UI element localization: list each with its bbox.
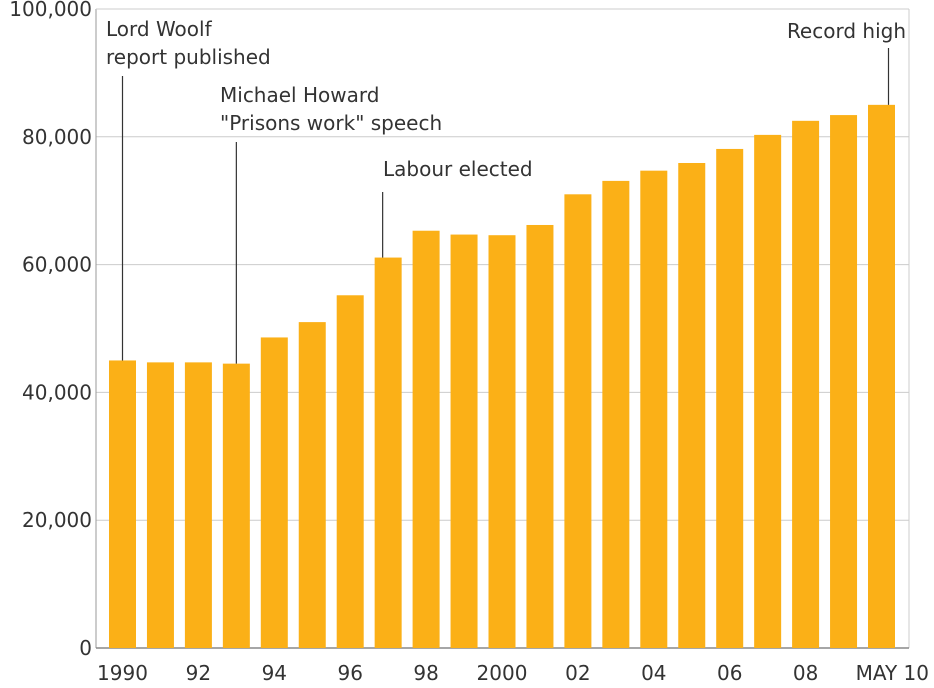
annotation-label: Record high xyxy=(787,19,906,43)
y-axis-tick-labels: 0 20,000 40,000 60,000 80,000 100,000 xyxy=(9,0,92,660)
annotations: Lord Woolf report published Michael Howard… xyxy=(106,17,906,364)
x-tick-label: 96 xyxy=(337,661,362,685)
x-tick-label: 2000 xyxy=(477,661,528,685)
x-tick-label: 08 xyxy=(793,661,818,685)
bar-2004 xyxy=(640,170,668,649)
bar-2001 xyxy=(526,224,554,648)
x-tick-label: 92 xyxy=(186,661,211,685)
annotation-label: report published xyxy=(106,45,271,69)
bar-1991 xyxy=(146,362,174,648)
annotation-label: "Prisons work" speech xyxy=(220,111,442,135)
bar-may-2010 xyxy=(868,104,895,649)
x-tick-label: 98 xyxy=(413,661,438,685)
bar-1998 xyxy=(412,230,440,648)
bar-2003 xyxy=(602,180,630,649)
x-axis-tick-labels: 1990 92 94 96 98 2000 02 04 06 08 MAY 10 xyxy=(97,661,929,685)
bar-1992 xyxy=(184,362,212,648)
bar-2002 xyxy=(564,194,592,648)
bar-1999 xyxy=(450,234,478,648)
bar-2000 xyxy=(488,235,516,648)
x-tick-label: 1990 xyxy=(97,661,148,685)
bar-2005 xyxy=(678,162,706,648)
y-tick-label: 0 xyxy=(79,636,92,660)
y-tick-label: 80,000 xyxy=(22,125,92,149)
x-tick-label: 04 xyxy=(641,661,666,685)
x-tick-label: MAY 10 xyxy=(856,661,929,685)
y-tick-label: 60,000 xyxy=(22,253,92,277)
bar-1996 xyxy=(336,295,364,648)
bar-2006 xyxy=(716,148,744,649)
bar-2007 xyxy=(754,134,782,648)
bar-2009 xyxy=(830,115,858,649)
bar-1994 xyxy=(260,337,288,648)
bar-1997 xyxy=(374,257,402,648)
bar-2008 xyxy=(792,120,820,648)
x-tick-label: 02 xyxy=(565,661,590,685)
y-tick-label: 40,000 xyxy=(22,380,92,404)
x-tick-label: 94 xyxy=(262,661,287,685)
bar-1993 xyxy=(222,363,250,648)
bar-1995 xyxy=(298,322,326,648)
annotation-label: Michael Howard xyxy=(220,83,379,107)
bar-1990 xyxy=(109,360,136,648)
annotation-label: Lord Woolf xyxy=(106,17,213,41)
y-tick-label: 100,000 xyxy=(9,0,92,21)
x-tick-label: 06 xyxy=(717,661,742,685)
y-tick-label: 20,000 xyxy=(22,508,92,532)
annotation-label: Labour elected xyxy=(383,157,533,181)
bars xyxy=(109,104,895,649)
